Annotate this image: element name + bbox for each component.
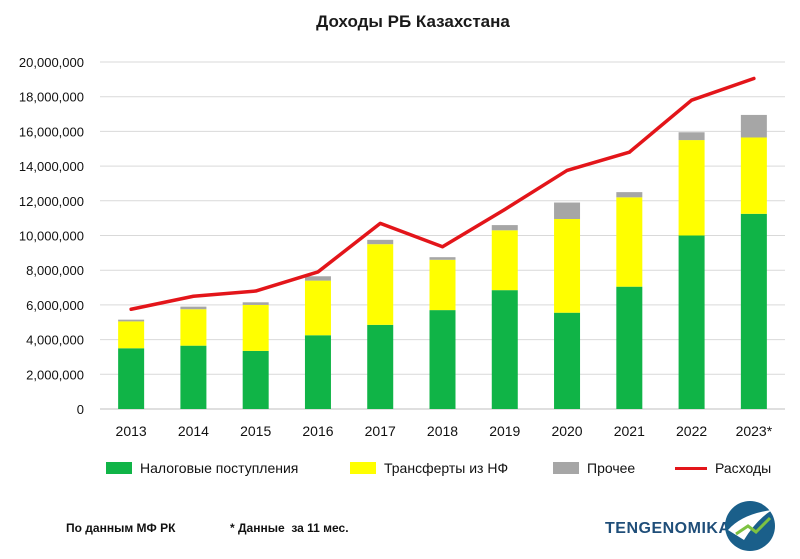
legend-label-other: Прочее xyxy=(587,460,636,476)
legend-swatch-tax xyxy=(106,462,132,474)
y-tick-label: 14,000,000 xyxy=(19,159,84,174)
bar-segment-tax xyxy=(740,213,767,409)
bar-segment-other xyxy=(491,225,518,231)
expenses-point xyxy=(191,294,195,298)
bar-segment-transfers xyxy=(616,197,643,287)
bar-segment-other xyxy=(678,132,705,141)
x-tick-label: 2021 xyxy=(614,423,645,439)
legend-label-transfers: Трансферты из НФ xyxy=(384,460,509,476)
bar-segment-tax xyxy=(678,235,705,409)
brand-logo-icon xyxy=(725,501,775,551)
bar-segment-tax xyxy=(616,286,643,409)
bar-segment-tax xyxy=(118,348,145,409)
x-tick-label: 2019 xyxy=(489,423,520,439)
y-tick-label: 16,000,000 xyxy=(19,124,84,139)
chart-title: Доходы РБ Казахстана xyxy=(316,12,510,31)
bar-segment-transfers xyxy=(678,140,705,236)
legend-item-tax: Налоговые поступления xyxy=(106,460,298,476)
legend-swatch-transfers xyxy=(350,462,376,474)
bar-segment-transfers xyxy=(554,219,581,313)
y-tick-label: 2,000,000 xyxy=(26,367,84,382)
legend-label-tax: Налоговые поступления xyxy=(140,460,299,476)
x-tick-label: 2015 xyxy=(240,423,271,439)
expenses-point xyxy=(627,150,631,154)
bar-segment-transfers xyxy=(429,259,456,311)
bar-segment-transfers xyxy=(242,304,269,351)
bar-segment-tax xyxy=(491,290,518,409)
legend: Налоговые поступления Трансферты из НФ П… xyxy=(0,460,800,482)
bar-segment-tax xyxy=(367,324,394,409)
legend-item-expenses: Расходы xyxy=(675,460,771,476)
y-tick-label: 0 xyxy=(77,402,84,417)
bar-segment-transfers xyxy=(118,321,145,349)
expenses-point xyxy=(752,76,756,80)
bar-segment-other xyxy=(429,257,456,260)
legend-swatch-other xyxy=(553,462,579,474)
bar-segment-other xyxy=(242,302,269,305)
bar-segment-tax xyxy=(242,350,269,409)
expenses-point xyxy=(254,289,258,293)
x-tick-label: 2016 xyxy=(302,423,333,439)
bar-segment-tax xyxy=(554,312,581,409)
legend-item-other: Прочее xyxy=(553,460,635,476)
bar-segment-other xyxy=(554,202,581,220)
bar-segment-other xyxy=(740,114,767,138)
expenses-point xyxy=(378,221,382,225)
bar-segment-other xyxy=(367,239,394,245)
bar-segment-transfers xyxy=(740,137,767,214)
bar-segment-other xyxy=(180,306,207,310)
x-tick-label: 2018 xyxy=(427,423,458,439)
bar-segment-tax xyxy=(429,310,456,409)
y-tick-label: 20,000,000 xyxy=(19,55,84,70)
y-tick-label: 12,000,000 xyxy=(19,194,84,209)
bar-segment-tax xyxy=(304,335,331,409)
stacked-bar-chart: 0 2,000,000 4,000,000 6,000,000 8,000,000 10,… xyxy=(19,55,785,439)
bar-segment-transfers xyxy=(304,280,331,336)
y-tick-label: 6,000,000 xyxy=(26,298,84,313)
y-tick-label: 10,000,000 xyxy=(19,229,84,244)
brand-name: TENGENOMIKA xyxy=(605,520,731,537)
bar-segment-other xyxy=(118,319,145,322)
y-tick-label: 4,000,000 xyxy=(26,333,84,348)
source-note: По данным МФ РК xyxy=(66,521,176,535)
x-tick-label: 2017 xyxy=(365,423,396,439)
bar-segment-other xyxy=(304,276,331,281)
x-tick-label: 2023* xyxy=(736,423,773,439)
expenses-point xyxy=(503,207,507,211)
x-tick-label: 2022 xyxy=(676,423,707,439)
bar-segment-tax xyxy=(180,345,207,409)
expenses-point xyxy=(690,98,694,102)
x-tick-label: 2013 xyxy=(116,423,147,439)
x-tick-label: 2020 xyxy=(551,423,582,439)
y-tick-label: 8,000,000 xyxy=(26,263,84,278)
legend-label-expenses: Расходы xyxy=(715,460,772,476)
bar-segment-transfers xyxy=(367,244,394,325)
expenses-point xyxy=(316,270,320,274)
legend-item-transfers: Трансферты из НФ xyxy=(350,460,508,476)
bar-segment-transfers xyxy=(491,230,518,291)
footnote: * Данные за 11 мес. xyxy=(230,521,349,535)
y-tick-label: 18,000,000 xyxy=(19,90,84,105)
bar-segment-transfers xyxy=(180,309,207,346)
bar-segment-other xyxy=(616,192,643,198)
expenses-point xyxy=(565,168,569,172)
legend-swatch-expenses xyxy=(675,466,707,470)
x-tick-label: 2014 xyxy=(178,423,209,439)
expenses-point xyxy=(441,245,444,249)
expenses-point xyxy=(129,307,133,311)
